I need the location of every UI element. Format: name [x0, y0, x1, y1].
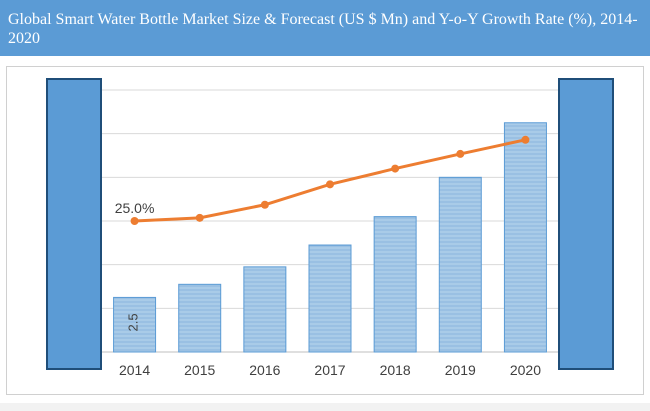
x-tick-2020: 2020	[510, 362, 541, 378]
x-tick-2014: 2014	[119, 362, 150, 378]
data-labels: 2.5 25.0%	[115, 200, 155, 331]
bar-2017	[308, 244, 352, 353]
growth-point-2015	[195, 213, 204, 222]
x-tick-2019: 2019	[445, 362, 476, 378]
line-data-label: 25.0%	[115, 200, 155, 216]
chart-title: Global Smart Water Bottle Market Size & …	[0, 0, 650, 56]
x-tick-2015: 2015	[184, 362, 215, 378]
growth-point-2019	[456, 149, 465, 158]
bar-2018	[373, 216, 417, 353]
footer-bar	[0, 403, 650, 411]
bar-2015	[178, 283, 222, 353]
x-tick-2018: 2018	[380, 362, 411, 378]
bar-2020	[503, 122, 547, 353]
x-tick-2017: 2017	[314, 362, 345, 378]
growth-point-2014	[130, 217, 139, 225]
growth-line	[130, 135, 530, 225]
growth-point-2018	[391, 164, 400, 173]
growth-point-2017	[326, 180, 334, 189]
right-decorative-block	[558, 78, 614, 370]
bar-2014	[113, 296, 157, 353]
bars	[113, 122, 547, 353]
x-axis-ticks: 2014 2015 2016 2017 2018 2019 2020	[119, 362, 541, 378]
x-tick-2016: 2016	[249, 362, 280, 378]
bar-2016	[243, 266, 287, 353]
bar-data-label: 2.5	[126, 313, 141, 331]
growth-point-2020	[521, 135, 530, 144]
growth-point-2016	[260, 200, 269, 209]
bar-2019	[438, 176, 482, 353]
left-decorative-block	[46, 78, 102, 370]
